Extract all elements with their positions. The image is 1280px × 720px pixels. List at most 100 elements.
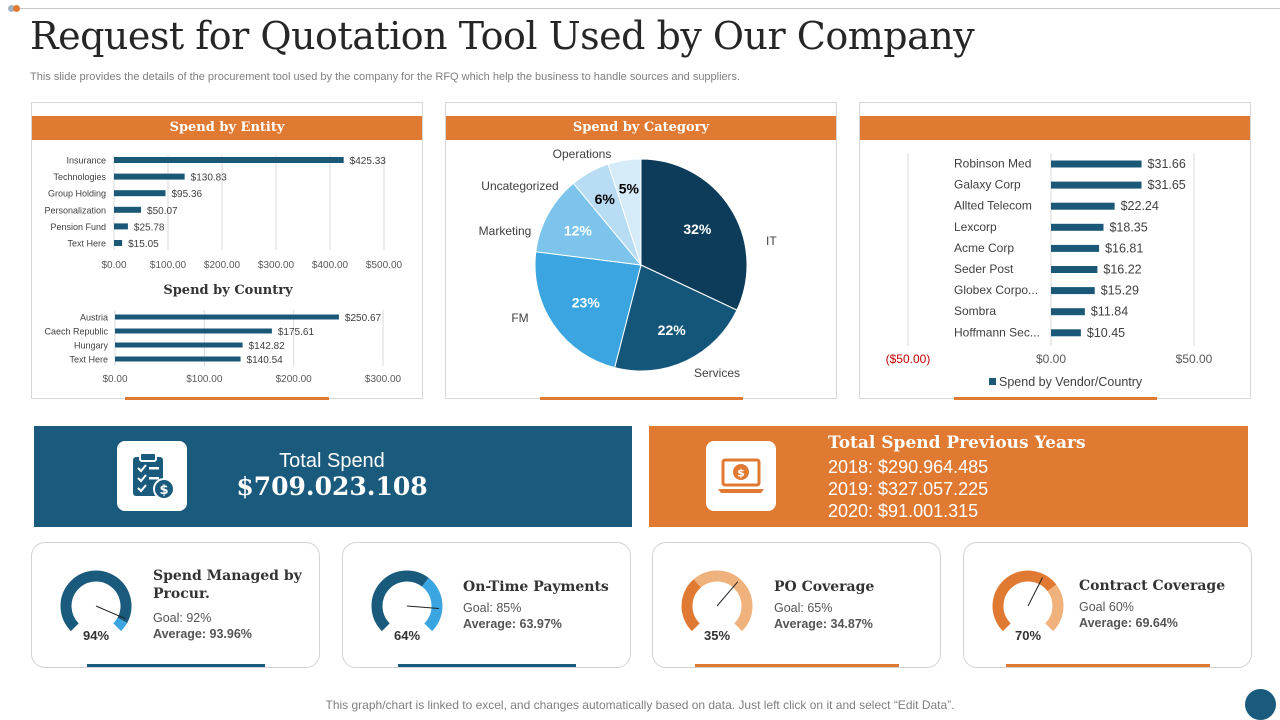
axis-tick-label: $500.00 <box>366 260 403 271</box>
bar[interactable] <box>114 173 185 180</box>
svg-text:$: $ <box>159 483 168 498</box>
category-label: Acme Corp <box>954 241 1014 255</box>
gauge-chart: 35% <box>681 570 753 643</box>
axis-tick-label: $0.00 <box>102 374 127 385</box>
bar-value-label: $250.67 <box>345 313 382 324</box>
pie-slice[interactable] <box>534 251 642 369</box>
pie-value-label: 5% <box>619 181 640 197</box>
bar-value-label: $10.45 <box>1087 326 1125 340</box>
gauge-percent-label: 35% <box>704 628 730 643</box>
bar[interactable] <box>114 190 166 197</box>
kpi-title: On-Time Payments <box>463 579 609 595</box>
entity-chart[interactable]: Spend by Country $0.00 $100.00 $200.00 $300… <box>32 103 424 400</box>
gauge-goal-needle <box>716 581 739 607</box>
pie-value-label: 23% <box>572 295 601 311</box>
bar-value-label: $140.54 <box>247 355 284 366</box>
kpi-title: Contract Coverage <box>1079 578 1226 594</box>
kpi-average: Average: 93.96% <box>153 627 252 641</box>
panel-title-vendor <box>860 116 1250 140</box>
bar-value-label: $22.24 <box>1121 199 1159 213</box>
kpi-average: Average: 34.87% <box>774 617 873 631</box>
category-label: Group Holding <box>48 189 106 199</box>
category-pie-chart[interactable]: 32% IT 22% Services 23% FM 12% Marketing 6% Uncat… <box>446 103 838 400</box>
total-spend-value: $709.023.108 <box>236 472 428 501</box>
laptop-dollar-icon: $ <box>706 441 776 511</box>
gauge-value-arc <box>371 570 429 632</box>
logo-dot-blue <box>8 5 15 12</box>
axis-tick-label: ($50.00) <box>886 352 931 366</box>
bar[interactable] <box>114 223 128 230</box>
panel-entity-country: Spend by Entity Spend by Country $0.00 $1… <box>31 102 424 400</box>
bar[interactable] <box>1051 223 1104 231</box>
bar[interactable] <box>1051 329 1081 337</box>
total-spend-box: $ Total Spend $709.023.108 <box>34 426 632 527</box>
gauge-percent-label: 94% <box>83 628 109 643</box>
bar[interactable] <box>1051 308 1085 316</box>
bar[interactable] <box>115 314 339 320</box>
card-accent-bar <box>398 664 576 667</box>
category-label: Hungary <box>74 341 109 351</box>
kpi-average: Average: 69.64% <box>1079 616 1178 630</box>
axis-tick-label: $300.00 <box>258 260 295 271</box>
pie-value-label: 6% <box>595 191 616 207</box>
clipboard-dollar-icon: $ <box>117 441 187 511</box>
axis-tick-label: $200.00 <box>276 374 313 385</box>
previous-years-box: $ Total Spend Previous Years 2018: $290.… <box>649 426 1248 527</box>
axis-tick-label: $200.00 <box>204 260 241 271</box>
panel-title-country: Spend by Country <box>163 283 293 298</box>
bar-value-label: $142.82 <box>249 341 286 352</box>
pie-slice[interactable] <box>640 158 748 311</box>
category-label: Hoffmann Sec... <box>954 325 1040 339</box>
kpi-average: Average: 63.97% <box>463 617 562 631</box>
top-rule <box>20 8 1280 9</box>
pie-slice[interactable] <box>535 182 643 266</box>
pie-category-label: Operations <box>553 147 612 161</box>
corner-badge <box>1245 689 1276 720</box>
pie-slice[interactable] <box>607 158 642 266</box>
gauge-chart: 94% <box>60 570 132 643</box>
axis-tick-label: $100.00 <box>186 374 223 385</box>
bar-value-label: $11.84 <box>1091 305 1128 319</box>
previous-years-title: Total Spend Previous Years <box>828 433 1086 453</box>
bar[interactable] <box>115 356 241 362</box>
panel-accent-bar <box>125 397 329 400</box>
bar[interactable] <box>114 240 123 246</box>
bar-value-label: $25.78 <box>134 222 165 233</box>
legend-label: Spend by Vendor/Country <box>999 375 1143 389</box>
bar[interactable] <box>1051 181 1142 189</box>
category-label: Personalization <box>44 205 106 215</box>
vendor-chart[interactable]: ($50.00) $0.00 $50.00 Robinson Med $31.66 Gal… <box>860 103 1252 400</box>
bar[interactable] <box>1051 160 1142 168</box>
axis-tick-label: $100.00 <box>150 260 187 271</box>
bar-value-label: $18.35 <box>1109 220 1147 234</box>
category-label: Technologies <box>53 172 106 182</box>
bar-value-label: $15.29 <box>1101 284 1139 298</box>
category-label: Globex Corpo... <box>954 283 1038 297</box>
bar[interactable] <box>1051 202 1115 210</box>
category-label: Austria <box>80 313 108 323</box>
axis-tick-label: $400.00 <box>312 260 349 271</box>
kpi-goal: Goal: 65% <box>774 601 833 615</box>
bar[interactable] <box>1051 244 1100 252</box>
bar-value-label: $425.33 <box>350 156 387 167</box>
bar[interactable] <box>114 206 142 213</box>
bar[interactable] <box>115 342 243 348</box>
card-accent-bar <box>695 664 899 667</box>
kpi-card-contract-coverage: 70% Contract Coverage Goal 60% Average: … <box>963 542 1252 668</box>
panel-title-category: Spend by Category <box>446 116 836 140</box>
bar[interactable] <box>1051 266 1098 273</box>
bar[interactable] <box>1051 287 1095 295</box>
kpi-goal: Goal: 92% <box>153 611 212 625</box>
bar[interactable] <box>114 157 344 163</box>
pie-slice[interactable] <box>614 264 738 372</box>
category-label: Lexcorp <box>954 220 997 234</box>
gauge-remaining-arc <box>421 577 443 632</box>
bar-value-label: $50.07 <box>147 206 178 217</box>
gauge-remaining-arc <box>113 617 128 632</box>
axis-tick-label: $0.00 <box>1036 352 1066 366</box>
gauge-value-arc <box>681 579 702 632</box>
svg-text:$: $ <box>737 467 745 480</box>
kpi-card-spend-managed: 94% Spend Managed by Procur. Goal: 92% A… <box>31 542 320 668</box>
bar[interactable] <box>115 328 272 334</box>
kpi-goal: Goal: 85% <box>463 601 522 615</box>
